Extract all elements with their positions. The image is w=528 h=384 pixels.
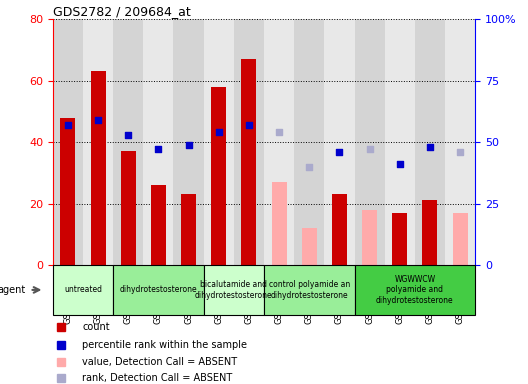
Text: dihydrotestosterone: dihydrotestosterone <box>119 285 197 295</box>
Point <box>124 132 133 138</box>
Point <box>456 149 464 155</box>
Point <box>365 146 374 152</box>
Bar <box>392 213 407 265</box>
Bar <box>53 19 83 265</box>
Text: value, Detection Call = ABSENT: value, Detection Call = ABSENT <box>82 357 238 367</box>
Bar <box>452 213 468 265</box>
Bar <box>143 19 174 265</box>
Bar <box>151 185 166 265</box>
Text: percentile rank within the sample: percentile rank within the sample <box>82 339 247 349</box>
Text: rank, Detection Call = ABSENT: rank, Detection Call = ABSENT <box>82 374 233 384</box>
Bar <box>271 182 287 265</box>
Text: control polyamide an
dihydrotestosterone: control polyamide an dihydrotestosterone <box>269 280 350 300</box>
Point <box>214 129 223 135</box>
Bar <box>264 265 354 315</box>
Bar <box>354 265 475 315</box>
Text: count: count <box>82 322 110 332</box>
Bar <box>332 194 347 265</box>
Bar <box>121 151 136 265</box>
Point <box>275 129 284 135</box>
Bar <box>113 19 143 265</box>
Bar <box>385 19 415 265</box>
Bar <box>324 19 354 265</box>
Bar <box>445 19 475 265</box>
Bar <box>301 228 317 265</box>
Text: agent: agent <box>0 285 25 295</box>
Point <box>305 164 314 170</box>
Point <box>244 122 253 128</box>
Bar <box>354 19 385 265</box>
Bar <box>204 265 264 315</box>
Bar <box>264 19 294 265</box>
Bar <box>174 19 204 265</box>
Bar <box>204 19 234 265</box>
Bar <box>422 200 438 265</box>
Point <box>64 122 72 128</box>
Bar <box>83 19 113 265</box>
Point <box>335 149 344 155</box>
Bar <box>362 210 377 265</box>
Point <box>184 141 193 147</box>
Point <box>426 144 434 150</box>
Point <box>94 117 102 123</box>
Point <box>154 146 163 152</box>
Bar <box>90 71 106 265</box>
Bar <box>234 19 264 265</box>
Bar <box>415 19 445 265</box>
Bar <box>60 118 76 265</box>
Bar <box>211 87 227 265</box>
Bar <box>53 265 113 315</box>
Text: bicalutamide and
dihydrotestosterone: bicalutamide and dihydrotestosterone <box>195 280 272 300</box>
Bar <box>181 194 196 265</box>
Bar <box>241 59 257 265</box>
Bar <box>294 19 324 265</box>
Point <box>395 161 404 167</box>
Text: WGWWCW
polyamide and
dihydrotestosterone: WGWWCW polyamide and dihydrotestosterone <box>376 275 454 305</box>
Text: untreated: untreated <box>64 285 102 295</box>
Text: GDS2782 / 209684_at: GDS2782 / 209684_at <box>53 5 191 18</box>
Bar <box>113 265 204 315</box>
